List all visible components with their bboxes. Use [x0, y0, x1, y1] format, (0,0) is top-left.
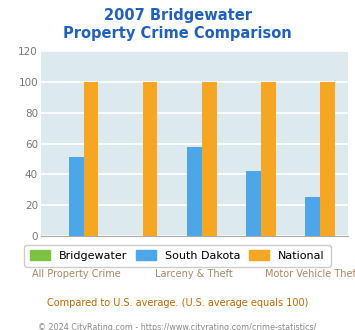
Text: © 2024 CityRating.com - https://www.cityrating.com/crime-statistics/: © 2024 CityRating.com - https://www.city… — [38, 323, 317, 330]
Text: Compared to U.S. average. (U.S. average equals 100): Compared to U.S. average. (U.S. average … — [47, 298, 308, 308]
Text: Motor Vehicle Theft: Motor Vehicle Theft — [265, 269, 355, 279]
Text: Burglary: Burglary — [233, 255, 274, 265]
Bar — [202, 82, 217, 236]
Text: Larceny & Theft: Larceny & Theft — [155, 269, 233, 279]
Bar — [69, 157, 84, 236]
Legend: Bridgewater, South Dakota, National: Bridgewater, South Dakota, National — [24, 245, 331, 267]
Bar — [261, 82, 275, 236]
Bar — [143, 82, 158, 236]
Bar — [84, 82, 98, 236]
Text: Property Crime Comparison: Property Crime Comparison — [63, 26, 292, 41]
Bar — [320, 82, 335, 236]
Bar — [305, 197, 320, 236]
Bar — [246, 171, 261, 236]
Bar — [187, 147, 202, 236]
Text: All Property Crime: All Property Crime — [32, 269, 121, 279]
Text: Arson: Arson — [121, 255, 149, 265]
Text: 2007 Bridgewater: 2007 Bridgewater — [104, 8, 251, 23]
